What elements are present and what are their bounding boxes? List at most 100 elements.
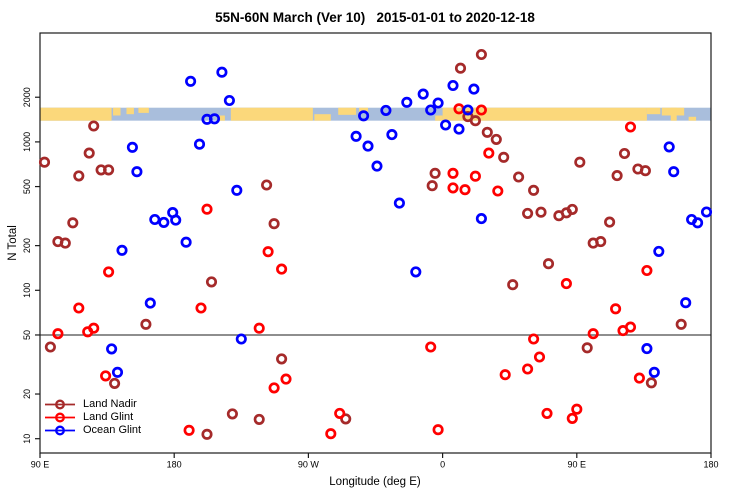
y-tick-label: 500 [22,179,32,194]
map-band-land-segment [688,116,697,121]
x-tick-label: 180 [167,460,182,470]
scatter-point [574,156,586,168]
map-band-land-segment [314,114,331,121]
scatter-point [513,171,525,183]
legend: Land Nadir Land Glint Ocean Glint [44,398,141,437]
scatter-point [103,266,115,278]
scatter-point [522,207,534,219]
scatter-point [59,237,71,249]
legend-item-land-glint: Land Glint [44,411,141,424]
legend-item-ocean-glint: Ocean Glint [44,424,141,437]
scatter-point [216,66,228,78]
y-tick-label: 200 [22,238,32,253]
scatter-point [262,246,274,258]
scatter-point [106,343,118,355]
scatter-point [469,170,481,182]
scatter-point [183,424,195,436]
ocean-glint-key-icon [45,425,75,436]
scatter-point [325,428,337,440]
scatter-point [83,147,95,159]
scatter-point [454,62,467,74]
scatter-point [633,372,645,384]
scatter-point [522,363,534,375]
x-tick-label: 180 [703,460,718,470]
scatter-point [440,119,452,131]
legend-item-land-nadir: Land Nadir [44,398,141,411]
scatter-point [67,217,79,229]
scatter-point [566,203,578,215]
scatter-point [410,266,422,278]
map-band-land-segment [113,107,121,116]
scatter-point [533,351,546,363]
scatter-point [490,133,502,145]
scatter-point [595,236,607,248]
scatter-point [158,216,170,228]
scatter-point [73,170,85,182]
y-tick-label: 2000 [22,87,32,107]
x-tick-label: 90 E [568,460,587,470]
scatter-point [641,264,653,277]
y-tick-label: 50 [22,330,32,340]
series-land-glint [52,103,653,440]
scatter-point [380,104,392,116]
scatter-point [499,369,511,381]
scatter-point [560,278,572,290]
scatter-point [126,141,138,153]
scatter-point [144,297,156,309]
scatter-point [692,217,704,229]
scatter-point [447,167,459,179]
scatter-point [611,170,623,182]
scatter-point [201,428,213,440]
scatter-point [180,236,192,248]
scatter-point [276,353,288,365]
scatter-point [468,83,480,95]
scatter-point [481,126,493,138]
scatter-point [231,184,243,196]
scatter-point [362,140,374,152]
chart-title: 55N-60N March (Ver 10) 2015-01-01 to 202… [215,10,535,25]
scatter-point [350,130,362,142]
scatter-point [653,245,665,257]
scatter-point [475,48,487,61]
map-band-land-segment [217,115,225,121]
scatter-point [566,412,578,424]
y-tick-label: 20 [22,389,32,399]
map-band-land-segment [338,107,357,115]
scatter-point [88,120,100,132]
map-band-land-segment [646,107,661,115]
scatter-point [425,341,437,353]
scatter-point [334,407,346,419]
scatter-point [645,377,657,389]
scatter-point [261,179,273,191]
land-glint-key-icon [45,412,75,423]
scatter-point [624,321,637,333]
scatter-point [447,79,459,92]
scatter-point [223,94,235,107]
scatter-point [140,318,152,330]
scatter-point [195,302,207,314]
legend-label-ocean-glint: Ocean Glint [83,424,142,436]
scatter-point [185,75,197,87]
x-axis: 90 E 180 90 W 0 90 E 180 [31,453,719,470]
scatter-point [253,413,265,425]
y-axis-title: N Total [7,225,19,261]
map-band-land-segment [359,107,369,112]
scatter-point [340,413,352,425]
scatter-point [459,184,471,196]
scatter-point [700,206,713,218]
scatter-point [675,318,687,330]
scatter-point [507,279,519,291]
scatter-point [109,377,121,389]
scatter-point [447,182,459,194]
map-band-land-segment [126,107,134,115]
scatter-point [167,207,179,219]
plot-frame [39,32,712,454]
scatter-point [624,121,637,133]
map-band-land-segment [138,107,149,113]
scatter-point [208,113,221,125]
scatter-point [453,123,465,135]
scatter-point [432,97,444,109]
scatter-point [401,96,413,108]
x-tick-label: 90 E [31,460,50,470]
